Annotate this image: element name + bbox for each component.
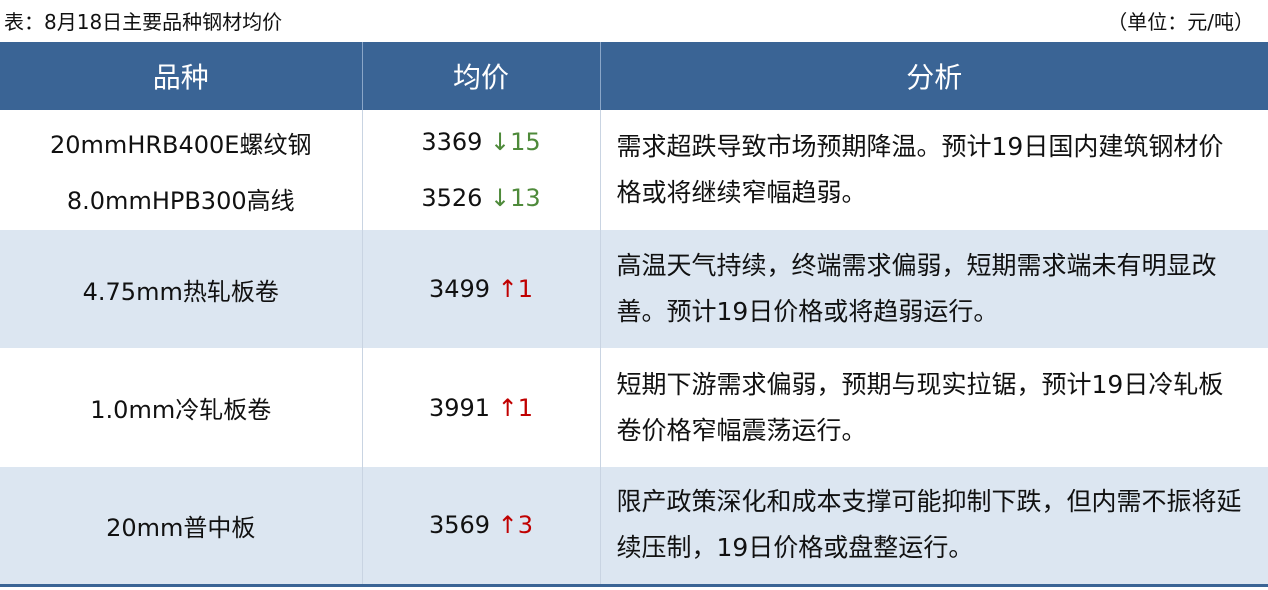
header-row: 品种 均价 分析 [0,42,1268,110]
price-change: 1 [517,275,534,303]
variety-name: 20mm普中板 [106,513,256,542]
price-change: 15 [510,128,541,156]
variety-cell: 20mmHRB400E螺纹钢 8.0mmHPB300高线 [0,110,362,230]
price-cell: 3569 ↑ 3 [364,497,599,553]
price-column-cell: 3499 ↑ 1 [361,230,600,348]
price-value: 3526 [421,184,483,212]
arrow-down-icon: ↓ [490,184,511,212]
price-cell: 3526 ↓ 13 [364,170,599,226]
price-value: 3369 [421,128,483,156]
price-value: 3991 [428,393,491,422]
price-change: 13 [510,184,541,212]
arrow-up-icon: ↑ [497,275,518,303]
header-analysis: 分析 [599,42,1268,110]
variety-name: 4.75mm热轧板卷 [82,277,279,306]
variety-name: 20mmHRB400E螺纹钢 [50,130,312,159]
price-column-cell: 3569 ↑ 3 [361,467,600,585]
price-value: 3569 [428,511,491,540]
price-cell: 3499 ↑ 1 [364,261,599,317]
header-variety: 品种 [0,42,362,110]
price-cell: 3369 ↓ 15 [364,114,599,170]
variety-cell: 20mm普中板 [0,467,362,585]
arrow-up-icon: ↑ [497,393,518,422]
price-value: 3499 [428,275,491,303]
variety-name: 8.0mmHPB300高线 [66,186,295,215]
arrow-down-icon: ↓ [490,128,511,156]
price-column-cell: 3369 ↓ 15 3526 ↓ 13 [361,110,600,230]
steel-price-table: 品种 均价 分析 20mmHRB400E螺纹钢 8.0mmHPB300高线 3369… [0,42,1268,587]
table-row: 1.0mm冷轧板卷 3991 ↑ 1 短期下游需求偏弱，预期与现实拉锯，预计19日冷轧… [0,348,1268,467]
table-row: 20mmHRB400E螺纹钢 8.0mmHPB300高线 3369 ↓ 15 3526 … [0,110,1268,230]
variety-name: 1.0mm冷轧板卷 [90,396,272,424]
analysis-cell: 限产政策深化和成本支撑可能抑制下跌，但内需不振将延续压制，19日价格或盘整运行。 [599,467,1268,585]
variety-cell: 1.0mm冷轧板卷 [0,348,362,467]
table-row: 4.75mm热轧板卷 3499 ↑ 1 高温天气持续，终端需求偏弱，短期需求端未有明显… [0,230,1268,348]
arrow-up-icon: ↑ [497,511,518,540]
price-change: 1 [517,393,534,422]
table-row: 20mm普中板 3569 ↑ 3 限产政策深化和成本支撑可能抑制下跌，但内需不振将延续… [0,467,1268,585]
unit-label: （单位：元/吨） [1107,10,1254,34]
price-cell: 3991 ↑ 1 [364,380,599,436]
price-change: 3 [517,511,534,540]
analysis-cell: 短期下游需求偏弱，预期与现实拉锯，预计19日冷轧板卷价格窄幅震荡运行。 [599,348,1268,467]
price-column-cell: 3991 ↑ 1 [361,348,600,467]
header-price: 均价 [361,42,600,110]
analysis-cell: 高温天气持续，终端需求偏弱，短期需求端未有明显改善。预计19日价格或将趋弱运行。 [599,230,1268,348]
variety-cell: 4.75mm热轧板卷 [0,230,362,348]
table-caption: 表：8月18日主要品种钢材均价 [4,10,283,34]
analysis-cell: 需求超跌导致市场预期降温。预计19日国内建筑钢材价格或将继续窄幅趋弱。 [599,110,1268,230]
